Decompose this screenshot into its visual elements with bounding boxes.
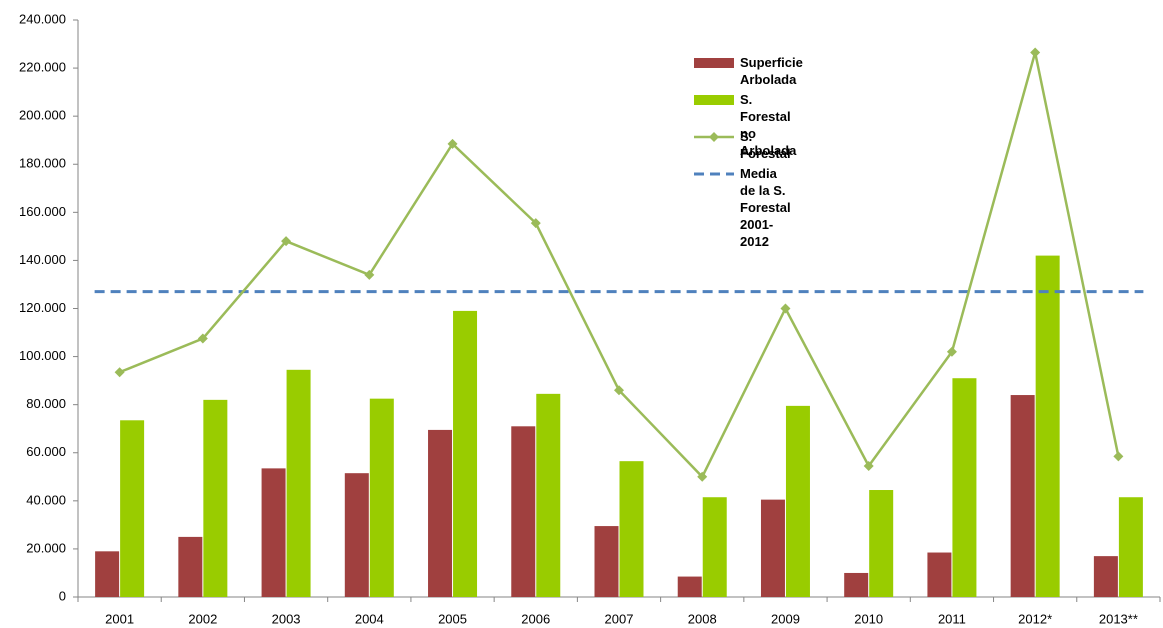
x-tick-label: 2004 bbox=[355, 611, 384, 626]
bar bbox=[927, 552, 952, 597]
y-tick-label: 140.000 bbox=[19, 252, 66, 267]
marker bbox=[281, 236, 292, 247]
bar bbox=[1118, 497, 1143, 597]
marker bbox=[946, 346, 957, 357]
x-tick-label: 2002 bbox=[188, 611, 217, 626]
legend-label: S. Forestal no Arbolada bbox=[740, 92, 797, 158]
bar bbox=[453, 310, 478, 597]
bar bbox=[1093, 556, 1118, 597]
bar bbox=[344, 473, 369, 597]
bar bbox=[536, 393, 561, 597]
swatch bbox=[694, 95, 734, 105]
bar bbox=[428, 429, 453, 597]
legend-swatch bbox=[694, 132, 734, 142]
x-tick-label: 2012* bbox=[1018, 611, 1052, 626]
swatch-marker bbox=[709, 132, 719, 142]
y-tick-label: 0 bbox=[59, 588, 66, 603]
marker bbox=[114, 367, 125, 378]
y-tick-label: 100.000 bbox=[19, 348, 66, 363]
bar bbox=[120, 420, 145, 597]
y-tick-label: 200.000 bbox=[19, 108, 66, 123]
bar bbox=[594, 526, 619, 597]
bar bbox=[178, 536, 203, 597]
y-tick-label: 60.000 bbox=[26, 444, 66, 459]
y-tick-label: 20.000 bbox=[26, 540, 66, 555]
legend-label: Superficie Arbolada bbox=[740, 55, 803, 87]
x-tick-label: 2010 bbox=[854, 611, 883, 626]
bar bbox=[369, 398, 394, 597]
bar bbox=[844, 572, 869, 597]
bar bbox=[261, 468, 286, 597]
marker bbox=[1030, 47, 1041, 58]
x-tick-label: 2011 bbox=[938, 611, 966, 626]
bar bbox=[702, 497, 727, 597]
y-tick-label: 80.000 bbox=[26, 396, 66, 411]
marker bbox=[780, 303, 791, 314]
x-tick-label: 2005 bbox=[438, 611, 467, 626]
bar bbox=[1010, 395, 1035, 597]
marker bbox=[1113, 451, 1124, 462]
marker bbox=[863, 460, 874, 471]
x-tick-label: 2009 bbox=[771, 611, 800, 626]
bar bbox=[785, 405, 810, 597]
y-tick-label: 220.000 bbox=[19, 60, 66, 75]
bar bbox=[286, 369, 311, 597]
legend-swatch bbox=[694, 58, 734, 68]
marker bbox=[447, 138, 458, 149]
bar bbox=[619, 461, 644, 597]
bar bbox=[869, 490, 894, 597]
x-tick-label: 2007 bbox=[605, 611, 634, 626]
legend-label: S. Forestal bbox=[740, 129, 791, 161]
x-tick-label: 2006 bbox=[521, 611, 550, 626]
marker bbox=[197, 333, 208, 344]
y-tick-label: 120.000 bbox=[19, 300, 66, 315]
marker bbox=[614, 385, 624, 396]
marker bbox=[364, 269, 375, 280]
bar bbox=[760, 499, 785, 597]
legend-swatch bbox=[694, 172, 734, 176]
bar bbox=[1035, 255, 1060, 597]
y-tick-label: 240.000 bbox=[19, 11, 66, 26]
legend-label: Media de la S. Forestal 2001-2012 bbox=[740, 166, 791, 249]
bar bbox=[677, 576, 702, 597]
bar bbox=[511, 426, 536, 597]
bar bbox=[95, 551, 120, 597]
marker bbox=[697, 471, 708, 482]
marker bbox=[530, 218, 541, 229]
legend-swatch bbox=[694, 95, 734, 105]
x-tick-label: 2001 bbox=[105, 611, 134, 626]
bar bbox=[203, 399, 228, 597]
x-tick-label: 2003 bbox=[272, 611, 301, 626]
y-tick-label: 40.000 bbox=[26, 492, 66, 507]
bar bbox=[952, 378, 977, 597]
swatch bbox=[694, 58, 734, 68]
x-tick-label: 2013** bbox=[1099, 611, 1138, 626]
x-tick-label: 2008 bbox=[688, 611, 717, 626]
y-tick-label: 160.000 bbox=[19, 204, 66, 219]
y-tick-label: 180.000 bbox=[19, 156, 66, 171]
